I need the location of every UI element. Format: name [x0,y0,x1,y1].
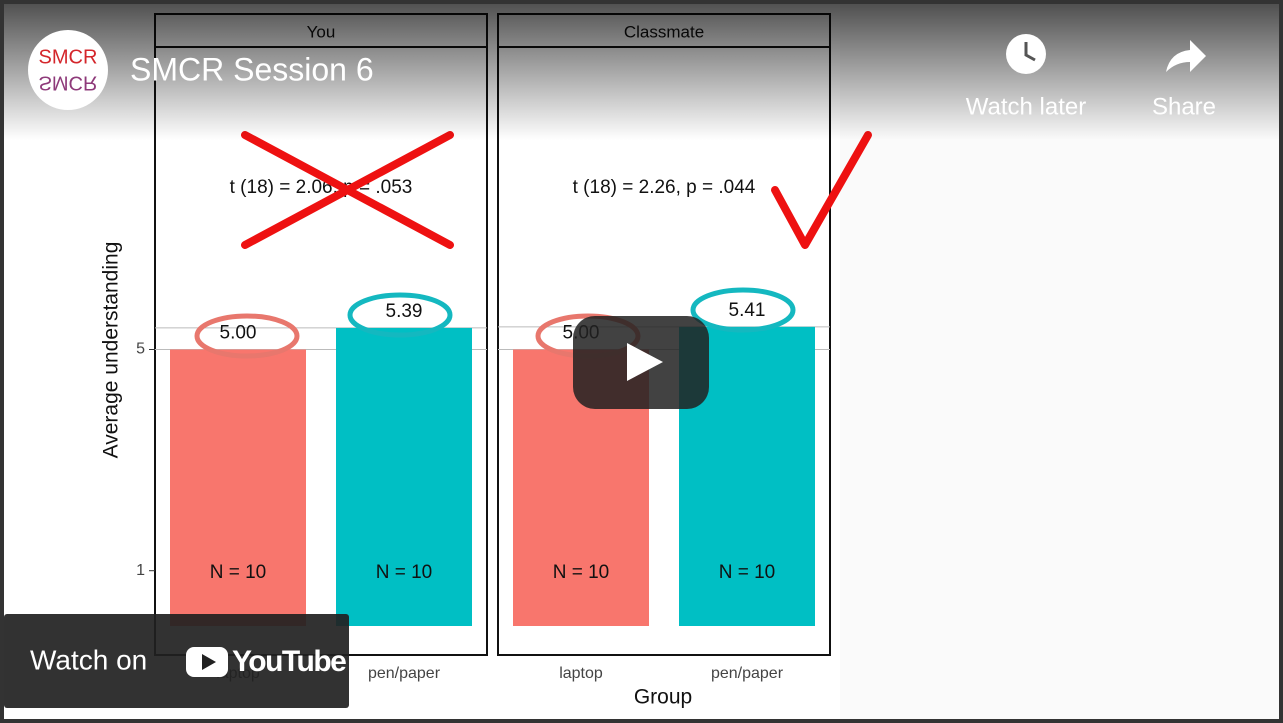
value-label: 5.39 [386,301,423,322]
action-label: Share [1152,93,1216,120]
play-icon [627,343,663,381]
y-tick-label: 5 [136,341,145,358]
n-label: N = 10 [376,562,433,583]
x-tick-label: laptop [559,665,603,682]
youtube-play [202,654,216,670]
n-label: N = 10 [553,562,610,583]
circle [194,313,300,359]
circle [347,292,453,338]
brand: YouTube [232,645,346,678]
x-tick-label: pen/paper [711,665,784,682]
value-label: 5.41 [729,300,766,321]
video-title[interactable]: SMCR Session 6 [130,51,374,87]
top-gradient [0,0,1283,140]
action-label: Watch later [966,93,1086,120]
watch-on-bg [4,614,349,708]
logo-text: SMCR [39,46,98,68]
circle [690,287,796,333]
check-mark [771,131,872,249]
bar [336,327,472,626]
share[interactable]: Share [1152,40,1216,120]
value-label: 5.00 [220,323,257,344]
n-label: N = 10 [719,562,776,583]
y-tick-label: 1 [136,562,145,579]
clock-hands [1024,42,1036,62]
x-axis-title: Group [634,686,692,709]
watch-later[interactable]: Watch later [966,34,1086,120]
x-tick-label: pen/paper [368,665,441,682]
stat-label: t (18) = 2.26, p = .044 [573,177,756,198]
channel-logo[interactable] [28,30,108,110]
watch-on-youtube[interactable]: Watch on YouTube [4,614,349,708]
share-icon [1166,40,1206,72]
y-axis-title: Average understanding [100,242,123,459]
logo-text-mirror: SMCR [39,72,98,94]
watch-on-text: Watch on [30,644,147,675]
play-button[interactable] [573,316,709,409]
bar [170,349,306,626]
cross-mark [241,131,454,249]
n-label: N = 10 [210,562,267,583]
annotations [194,131,872,359]
